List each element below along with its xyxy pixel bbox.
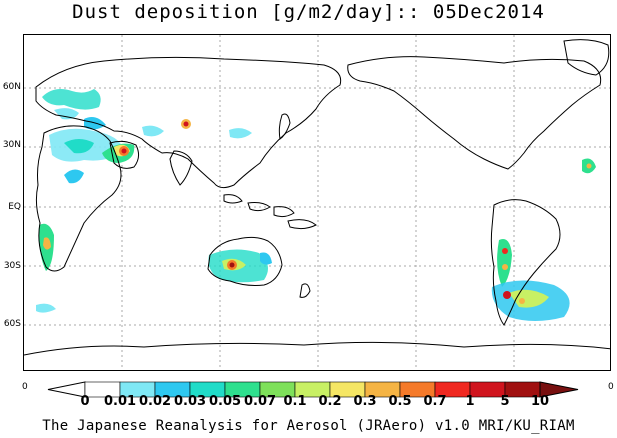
lat-label-60n: 60N <box>2 82 21 92</box>
colorbar-arrow-high <box>539 381 579 398</box>
colorbar-tick-label: 10 <box>530 394 550 409</box>
lat-label-60s: 60S <box>3 319 21 329</box>
map-title: Dust deposition [g/m2/day]:: 05Dec2014 <box>72 1 545 23</box>
lat-label-30s: 30S <box>3 261 21 271</box>
colorbar-tick-label: 5 <box>500 394 510 409</box>
colorbar-tick-label: 0.02 <box>138 394 172 409</box>
colorbar-tick-label: 0.05 <box>208 394 242 409</box>
dust-fields <box>36 89 596 321</box>
colorbar-tick-label: 0 <box>80 394 90 409</box>
colorbar-tick-label: 0.7 <box>423 394 447 409</box>
colorbar-tick-label: 1 <box>465 394 475 409</box>
colorbar-tick-label: 0.5 <box>388 394 412 409</box>
map-panel <box>23 34 611 371</box>
colorbar-tick-label: 0.07 <box>243 394 277 409</box>
footer-credit: The Japanese Reanalysis for Aerosol (JRA… <box>42 418 575 434</box>
axis-zero-left: 0 <box>22 382 28 392</box>
lat-label-30n: 30N <box>2 140 21 150</box>
axis-zero-right: 0 <box>608 382 614 392</box>
world-map <box>24 35 610 370</box>
colorbar-arrow-low <box>47 381 86 398</box>
colorbar-tick-label: 0.03 <box>173 394 207 409</box>
colorbar-tick-label: 0.1 <box>283 394 307 409</box>
colorbar-tick-label: 0.01 <box>103 394 137 409</box>
coastlines <box>24 39 610 356</box>
colorbar-tick-label: 0.3 <box>353 394 377 409</box>
lat-label-eq: EQ <box>8 202 21 212</box>
colorbar-tick-label: 0.2 <box>318 394 342 409</box>
